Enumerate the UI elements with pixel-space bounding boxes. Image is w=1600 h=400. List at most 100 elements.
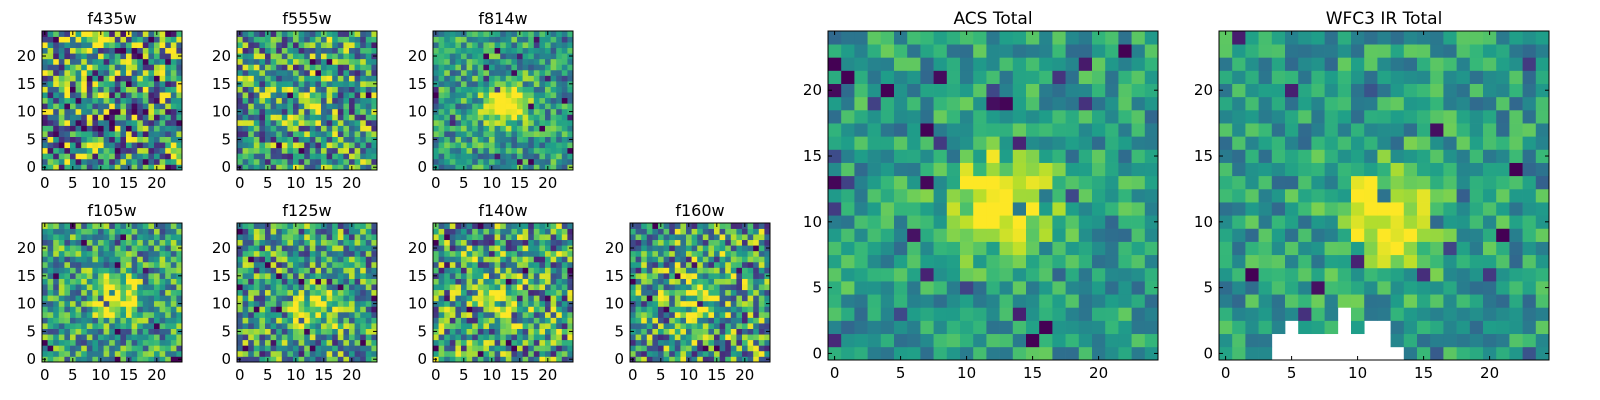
heatmap-cell (517, 36, 523, 43)
heatmap-cell (148, 328, 155, 335)
heatmap-cell (276, 267, 283, 274)
heatmap-cell (326, 278, 333, 285)
heatmap-cell (365, 108, 372, 115)
heatmap-cell (343, 103, 350, 110)
heatmap-cell (131, 278, 138, 285)
heatmap-cell (126, 267, 132, 274)
heatmap-cell (142, 306, 149, 313)
heatmap-cell (641, 300, 648, 307)
heatmap-cell (1065, 346, 1080, 361)
heatmap-cell (438, 92, 445, 99)
heatmap-cell (42, 119, 48, 126)
heatmap-cell (114, 92, 121, 99)
heatmap-cell (276, 223, 283, 229)
heatmap-cell (1039, 215, 1053, 229)
heatmap-cell (298, 267, 305, 274)
heatmap-cell (365, 311, 372, 318)
heatmap-cell (103, 234, 110, 241)
heatmap-cell (539, 81, 546, 87)
heatmap-cell (64, 350, 71, 357)
heatmap-cell (315, 350, 322, 357)
heatmap-cell (248, 234, 255, 241)
heatmap-cell (270, 350, 277, 357)
heatmap-cell (70, 306, 76, 313)
heatmap-cell (354, 53, 361, 60)
heatmap-cell (86, 239, 93, 246)
heatmap-cell (270, 97, 277, 104)
heatmap-cell (567, 97, 574, 104)
heatmap-cell (304, 284, 311, 291)
heatmap-cell (142, 234, 149, 241)
heatmap-cell (86, 356, 93, 363)
heatmap-cell (309, 103, 316, 110)
heatmap-cell (371, 345, 378, 352)
heatmap-cell (81, 147, 88, 154)
heatmap-cell (242, 36, 249, 43)
heatmap-cell (253, 278, 260, 285)
heatmap-cell (758, 350, 765, 357)
heatmap-cell (354, 278, 361, 285)
heatmap-cell (349, 42, 355, 49)
heatmap-cell (321, 295, 327, 302)
heatmap-cell (747, 317, 754, 324)
heatmap-cell (287, 97, 294, 104)
heatmap-cell (663, 317, 670, 324)
heatmap-cell (550, 86, 557, 93)
heatmap-cell (641, 273, 648, 279)
heatmap-cell (120, 234, 127, 241)
heatmap-cell (265, 81, 271, 87)
heatmap-cell (114, 158, 121, 165)
heatmap-cell (500, 256, 507, 263)
heatmap-cell (170, 234, 177, 241)
heatmap-cell (120, 239, 127, 246)
heatmap-cell (500, 250, 507, 257)
heatmap-cell (522, 142, 529, 149)
heatmap-cell (270, 284, 277, 291)
heatmap-cell (500, 103, 507, 110)
heatmap-cell (753, 267, 760, 274)
heatmap-cell (449, 114, 456, 121)
heatmap-cell (433, 334, 439, 341)
heatmap-cell (86, 42, 93, 49)
heatmap-cell (691, 261, 698, 268)
heatmap-cell (337, 328, 344, 335)
heatmap-cell (70, 323, 76, 329)
heatmap-cell (539, 86, 546, 93)
heatmap-cell (764, 350, 771, 357)
heatmap-cell (489, 108, 495, 115)
heatmap-cell (758, 311, 765, 318)
heatmap-cell (652, 328, 659, 335)
heatmap-cell (126, 119, 132, 126)
heatmap-cell (137, 136, 144, 143)
heatmap-cell (747, 223, 754, 229)
heatmap-cell (248, 317, 255, 324)
heatmap-cell (545, 92, 551, 99)
heatmap-cell (466, 36, 473, 43)
heatmap-cell (165, 339, 172, 346)
heatmap-cell (337, 250, 344, 257)
heatmap-cell (120, 142, 127, 149)
heatmap-cell (360, 234, 367, 241)
heatmap-cell (466, 311, 473, 318)
heatmap-cell (165, 147, 172, 154)
heatmap-cell (841, 346, 855, 361)
heatmap-cell (265, 273, 271, 279)
heatmap-cell (92, 158, 99, 165)
heatmap-cell (360, 350, 367, 357)
heatmap-cell (545, 97, 551, 104)
heatmap-cell (1026, 294, 1040, 308)
heatmap-cell (466, 64, 473, 71)
heatmap-cell (354, 273, 361, 279)
heatmap-cell (652, 345, 659, 352)
heatmap-cell (758, 245, 765, 252)
heatmap-cell (725, 267, 732, 274)
heatmap-cell (539, 334, 546, 341)
heatmap-cell (528, 339, 535, 346)
heatmap-cell (47, 86, 54, 93)
heatmap-cell (109, 153, 116, 160)
heatmap-cell (92, 311, 99, 318)
heatmap-cell (500, 234, 507, 241)
heatmap-cell (86, 339, 93, 346)
heatmap-cell (270, 239, 277, 246)
heatmap-cell (159, 81, 166, 87)
